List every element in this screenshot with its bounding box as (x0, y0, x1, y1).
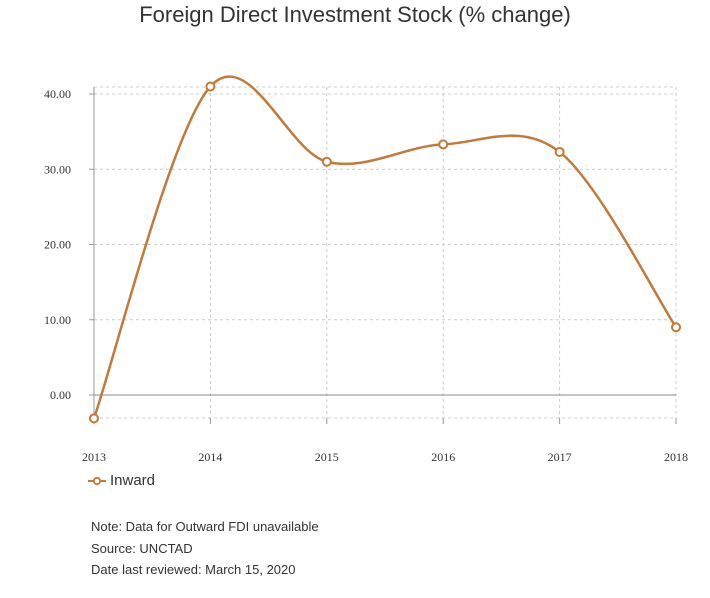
x-tick-label: 2014 (198, 450, 222, 464)
grid-layer (94, 86, 677, 419)
y-tick-label: 40.00 (44, 87, 71, 101)
legend-marker-icon (88, 476, 106, 485)
x-tick-label: 2016 (431, 450, 455, 464)
note-source: Source: UNCTAD (91, 540, 193, 556)
y-tick-label: 20.00 (44, 238, 71, 252)
chart-notes: Note: Data for Outward FDI unavailable S… (91, 516, 319, 581)
data-point[interactable] (205, 81, 216, 92)
data-point[interactable] (671, 322, 681, 333)
legend[interactable]: Inward (88, 472, 155, 489)
tick-label-layer: 0.00 10.00 20.00 30.00 40.00 2013 2014 2015 2016… (44, 87, 688, 464)
note-date-reviewed: Date last reviewed: March 15, 2020 (91, 562, 296, 577)
x-tick-label: 2018 (664, 450, 688, 464)
data-point[interactable] (89, 413, 99, 424)
x-tick-label: 2013 (82, 450, 106, 464)
y-tick-label: 30.00 (44, 162, 71, 176)
axis-layer (89, 87, 677, 424)
series-line-inward (92, 75, 678, 419)
note-outward-fdi: Note: Data for Outward FDI unavailable (91, 519, 319, 534)
line-chart: 0.00 10.00 20.00 30.00 40.00 2013 2014 2015 2016… (44, 75, 688, 464)
x-tick-label: 2017 (548, 450, 572, 464)
chart-title: Foreign Direct Investment Stock (% chang… (139, 2, 571, 27)
legend-label-inward: Inward (110, 472, 156, 489)
data-point[interactable] (438, 139, 449, 150)
data-point[interactable] (321, 156, 332, 167)
y-tick-label: 0.00 (50, 388, 71, 402)
series-layer (89, 75, 681, 424)
x-tick-label: 2015 (315, 450, 339, 464)
y-tick-label: 10.00 (44, 313, 71, 327)
data-point[interactable] (554, 146, 565, 157)
